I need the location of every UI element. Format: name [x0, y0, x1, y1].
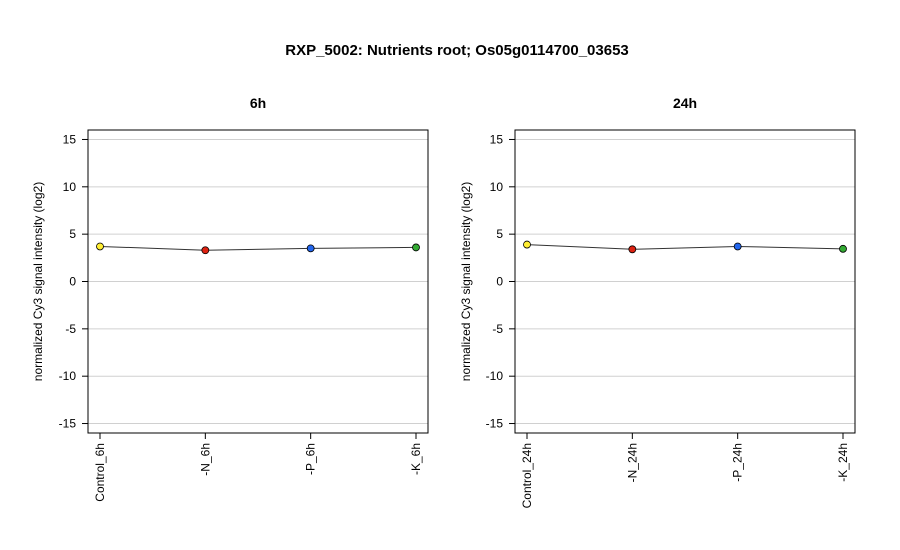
chart-0-point-1 — [201, 246, 210, 255]
chart-0-ytick-label-4: 5 — [69, 227, 76, 241]
chart-0-xtick-label-3: -K_6h — [409, 443, 423, 475]
chart-1-ytick-label-1: -10 — [486, 369, 504, 383]
chart-0-point-0 — [96, 242, 104, 251]
chart-0-ylabel: normalized Cy3 signal intensity (log2) — [31, 182, 45, 381]
main-title: RXP_5002: Nutrients root; Os05g0114700_0… — [285, 42, 629, 59]
chart-1-series-line — [526, 244, 844, 250]
chart-1-ylabel: normalized Cy3 signal intensity (log2) — [459, 182, 473, 381]
chart-0-ytick-label-3: 0 — [69, 275, 76, 289]
chart-0-point-3 — [412, 243, 420, 252]
chart-1-ytick-label-0: -15 — [486, 417, 504, 431]
chart-1-ytick-label-5: 10 — [490, 180, 504, 194]
chart-0-xtick-label-2: -P_6h — [304, 443, 318, 475]
chart-1-xtick-label-2: -P_24h — [731, 443, 745, 482]
chart-0-plot-frame — [87, 129, 429, 434]
chart-1-point-0 — [523, 240, 531, 249]
chart-0-xtick-label-1: -N_6h — [198, 443, 212, 476]
chart-1-xtick-label-3: -K_24h — [836, 443, 850, 482]
chart-0-ytick-label-6: 15 — [63, 132, 77, 146]
chart-1-xtick-label-1: -N_24h — [625, 443, 639, 482]
chart-1-ytick-label-6: 15 — [490, 132, 504, 146]
chart-1-point-2 — [733, 242, 742, 251]
chart-0-xtick-label-0: Control_6h — [93, 443, 107, 502]
chart-0-point-2 — [306, 244, 315, 253]
chart-1-title: 24h — [673, 95, 697, 111]
chart-1-point-3 — [839, 244, 847, 253]
chart-1-ytick-label-4: 5 — [496, 227, 503, 241]
chart-0-ytick-label-1: -10 — [59, 369, 77, 383]
chart-0-ytick-label-5: 10 — [63, 180, 77, 194]
chart-1-plot-frame — [514, 129, 856, 434]
chart-1-xtick-label-0: Control_24h — [520, 443, 534, 508]
chart-0-ytick-label-2: -5 — [65, 322, 76, 336]
chart-0-ytick-label-0: -15 — [59, 417, 77, 431]
chart-1-ytick-label-2: -5 — [492, 322, 503, 336]
chart-1-point-1 — [628, 245, 637, 254]
chart-1-ytick-label-3: 0 — [496, 275, 503, 289]
chart-0-title: 6h — [250, 95, 266, 111]
chart-0-series-line — [99, 245, 417, 251]
